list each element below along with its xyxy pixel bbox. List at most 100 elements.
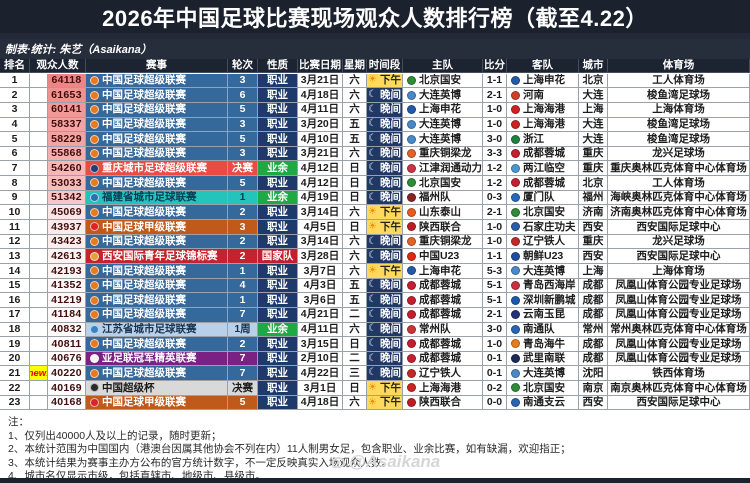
away-team-name: 南通队 [523, 323, 555, 336]
score-cell: 5-1 [483, 293, 507, 308]
league-cell: 中国超级杯 [86, 381, 228, 396]
weekday-cell: 日 [343, 381, 367, 396]
round-cell: 1 [228, 190, 258, 206]
city-cell: 上海 [579, 102, 608, 118]
away-team-cell: 上海海港 [507, 102, 579, 118]
stadium-cell: 凤凰山体育公园专业足球场 [608, 293, 750, 308]
home-team-cell: 成都蓉城 [403, 278, 483, 294]
home-team-name: 常州队 [419, 323, 451, 336]
away-team-cell: 朝鲜U23 [507, 249, 579, 264]
league-logo [90, 178, 99, 188]
rank-cell: 11 [0, 220, 30, 235]
away-team-logo [511, 266, 520, 276]
score-cell: 3-0 [483, 132, 507, 147]
time-label: 晚间 [379, 337, 401, 350]
home-team-logo [407, 295, 416, 305]
home-team-name: 成都蓉城 [419, 337, 461, 350]
rank-cell: 23 [0, 395, 30, 411]
league-name: 亚足联冠军精英联赛 [102, 352, 197, 365]
away-team-cell: 辽宁铁人 [507, 234, 579, 250]
home-team-cell: 江津润通动力 [403, 161, 483, 177]
score-cell: 1-1 [483, 249, 507, 264]
date-cell: 3月6日 [298, 293, 343, 308]
league-logo [90, 368, 99, 378]
home-team-logo [407, 324, 416, 334]
sun-icon: ☀ [368, 264, 377, 276]
away-team-name: 两江临空 [523, 162, 565, 175]
league-cell: 中国足球超级联赛 [86, 117, 228, 133]
date-cell: 4月18日 [298, 395, 343, 411]
round-cell: 2 [228, 249, 258, 264]
round-cell: 3 [228, 73, 258, 89]
time-label: 晚间 [379, 249, 401, 262]
home-team-logo [407, 207, 416, 217]
new-flag-cell [30, 263, 48, 279]
date-cell: 4月3日 [298, 278, 343, 294]
city-cell: 福州 [579, 190, 608, 206]
weekday-cell: 六 [343, 102, 367, 118]
away-team-logo [511, 324, 520, 334]
time-cell: ☀ 下午 [367, 263, 403, 279]
date-cell: 3月14日 [298, 234, 343, 250]
time-cell: ☾ 晚间 [367, 278, 403, 294]
league-logo [90, 251, 99, 261]
city-cell: 常州 [579, 322, 608, 338]
attendance-cell: 41184 [48, 307, 86, 323]
home-team-logo [407, 149, 416, 159]
date-cell: 3月1日 [298, 381, 343, 396]
date-cell: 3月21日 [298, 146, 343, 162]
attendance-cell: 61653 [48, 88, 86, 103]
league-cell: 中国足球超级联赛 [86, 88, 228, 103]
new-flag-cell [30, 132, 48, 147]
weekday-cell: 六 [343, 395, 367, 411]
weekday-cell: 日 [343, 190, 367, 206]
league-logo [90, 90, 99, 100]
moon-icon: ☾ [368, 235, 377, 247]
rank-cell: 9 [0, 190, 30, 206]
home-team-cell: 上海海港 [403, 381, 483, 396]
round-cell: 5 [228, 102, 258, 118]
away-team-logo [511, 134, 520, 144]
score-cell: 0-3 [483, 190, 507, 206]
time-cell: ☾ 晚间 [367, 249, 403, 264]
league-logo [90, 339, 99, 349]
time-cell: ☾ 晚间 [367, 132, 403, 147]
away-team-name: 河南 [523, 88, 544, 101]
away-team-name: 石家庄功夫 [523, 220, 576, 233]
sun-icon: ☀ [368, 381, 377, 393]
league-logo [90, 105, 99, 115]
away-team-name: 北京国安 [523, 381, 565, 394]
league-cell: 中国足球超级联赛 [86, 293, 228, 308]
time-cell: ☾ 晚间 [367, 307, 403, 323]
league-cell: 中国足球超级联赛 [86, 278, 228, 294]
home-team-name: 大连英博 [419, 88, 461, 101]
league-name: 中国足球超级联赛 [102, 308, 186, 321]
note-heading: 注： [8, 416, 29, 429]
note-line-2: 2、本统计范围为中国国内（港澳台因属其他协会不列在内）11人制男女足，包含职业、… [8, 443, 571, 456]
time-cell: ☾ 晚间 [367, 117, 403, 133]
time-cell: ☾ 晚间 [367, 161, 403, 177]
rank-cell: 10 [0, 205, 30, 221]
score-cell: 1-2 [483, 161, 507, 177]
moon-icon: ☾ [368, 308, 377, 320]
nature-cell: 职业 [258, 351, 298, 367]
nature-cell: 职业 [258, 117, 298, 133]
time-cell: ☾ 晚间 [367, 293, 403, 308]
round-cell: 3 [228, 146, 258, 162]
home-team-logo [407, 163, 416, 173]
league-logo [90, 383, 99, 393]
away-team-cell: 石家庄功夫 [507, 220, 579, 235]
moon-icon: ☾ [368, 191, 377, 203]
date-cell: 4月12日 [298, 176, 343, 191]
ranking-table: 排名 观众人数 赛事 轮次 性质 比赛日期 星期 时间段 主队 比分 客队 城市 体育场 1 64118 中国… [0, 59, 750, 411]
away-team-cell: 大连英博 [507, 366, 579, 382]
rank-cell: 3 [0, 102, 30, 118]
home-team-logo [407, 280, 416, 290]
home-team-logo [407, 90, 416, 100]
nature-cell: 职业 [258, 102, 298, 118]
league-name: 重庆城市足球超级联赛 [102, 162, 207, 175]
home-team-cell: 陕西联合 [403, 220, 483, 235]
rank-cell: 6 [0, 146, 30, 162]
away-team-name: 成都蓉城 [523, 176, 565, 189]
league-cell: 重庆城市足球超级联赛 [86, 161, 228, 177]
